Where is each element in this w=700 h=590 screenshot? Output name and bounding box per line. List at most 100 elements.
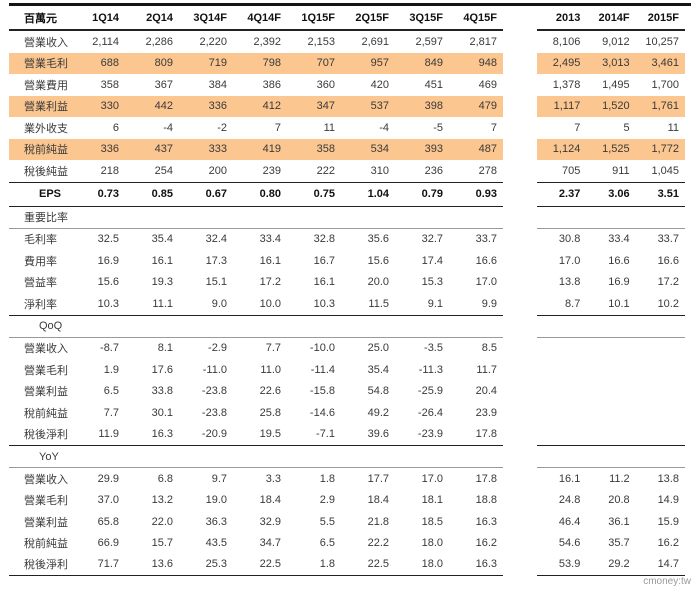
row-label: 稅前純益 [24, 538, 68, 551]
row-label: 稅後純益 [24, 165, 68, 178]
value-cell: 19.3 [151, 276, 173, 289]
row-label: 營益率 [24, 277, 57, 290]
value-cell: 17.0 [558, 254, 581, 267]
value-cell: 537 [370, 100, 389, 113]
value-cell: 24.8 [558, 494, 581, 507]
value-cell: 2,286 [145, 35, 173, 48]
value-cell: 18.4 [259, 494, 281, 507]
value-cell: 8.5 [481, 342, 497, 355]
row-segment-quarterly: 重要比率 [9, 205, 503, 229]
value-cell: 705 [561, 164, 581, 177]
column-header: 2Q14 [146, 11, 173, 24]
value-cell: 442 [154, 100, 173, 113]
value-cell: 7.7 [103, 406, 119, 419]
value-cell: 849 [424, 57, 443, 70]
value-cell: 6.8 [157, 472, 173, 485]
row-segment-annual [537, 381, 685, 403]
value-cell: 420 [370, 78, 389, 91]
value-cell: 719 [208, 57, 227, 70]
value-cell: 17.7 [367, 472, 389, 485]
value-cell: 412 [262, 100, 281, 113]
column-group-gap [503, 53, 537, 75]
table-row: 淨利率 10.3 11.1 9.0 10.0 10.3 11.5 9.1 9.9 8.7 10.1 1… [9, 293, 691, 315]
table-row: 稅前純益 7.7 30.1 -23.8 25.8 -14.6 49.2 -26.4 23.9 [9, 402, 691, 424]
value-cell: 23.9 [475, 406, 497, 419]
row-label: 營業利益 [24, 386, 68, 399]
value-cell: -3.5 [424, 342, 443, 355]
column-group-gap [503, 381, 537, 403]
value-cell: 53.9 [558, 558, 581, 571]
value-cell: -4 [379, 121, 389, 134]
value-cell: 20.0 [367, 276, 389, 289]
value-cell: 1,525 [602, 143, 630, 156]
row-segment-quarterly: 營業毛利 1.9 17.6 -11.0 11.0 -11.4 35.4 -11.3 11.7 [9, 359, 503, 381]
value-cell: 278 [478, 164, 497, 177]
value-cell: 7 [574, 121, 581, 134]
value-cell: 18.1 [421, 494, 443, 507]
value-cell: -5 [433, 121, 443, 134]
value-cell: 22.2 [367, 537, 389, 550]
value-cell: 957 [370, 57, 389, 70]
row-label: 營業收入 [24, 36, 68, 49]
value-cell: 19.5 [259, 428, 281, 441]
value-cell: 18.4 [367, 494, 389, 507]
value-cell: 17.4 [421, 254, 443, 267]
value-cell: 367 [154, 78, 173, 91]
row-label: 稅後淨利 [24, 559, 68, 572]
value-cell: 16.3 [475, 558, 497, 571]
value-cell: 18.0 [421, 558, 443, 571]
value-cell: 1,378 [552, 78, 581, 91]
value-cell: 911 [612, 164, 630, 177]
value-cell: 1,761 [651, 100, 679, 113]
table-row: 稅後淨利 71.7 13.6 25.3 22.5 1.8 22.5 18.0 16.3 53.9 2… [9, 554, 691, 576]
column-group-gap [503, 511, 537, 533]
value-cell: 15.9 [657, 515, 679, 528]
table-row: 營業收入 -8.7 8.1 -2.9 7.7 -10.0 25.0 -3.5 8.5 [9, 338, 691, 360]
column-header: 4Q15F [463, 11, 497, 24]
value-cell: -10.0 [309, 342, 335, 355]
value-cell: 35.6 [367, 233, 389, 246]
value-cell: 10.2 [657, 297, 679, 310]
value-cell: 0.75 [313, 188, 335, 200]
row-label: 稅後淨利 [24, 429, 68, 442]
value-cell: 8,106 [552, 35, 581, 48]
value-cell: 21.8 [367, 515, 389, 528]
column-group-gap [503, 554, 537, 576]
value-cell: 25.8 [259, 406, 281, 419]
row-label: 稅前純益 [24, 407, 68, 420]
value-cell: 11 [667, 121, 679, 134]
value-cell: 30.8 [558, 233, 581, 246]
row-label: 營業費用 [24, 79, 68, 92]
value-cell: 11 [323, 121, 335, 134]
value-cell: 16.7 [313, 254, 335, 267]
value-cell: 7 [274, 121, 281, 134]
column-group-gap [503, 229, 537, 251]
table-row: 稅前純益 66.9 15.7 43.5 34.7 6.5 22.2 18.0 16.2 54.6 3… [9, 533, 691, 555]
column-group-gap [503, 424, 537, 446]
value-cell: 336 [208, 100, 227, 113]
value-cell: 347 [316, 100, 335, 113]
value-cell: 17.2 [657, 276, 679, 289]
value-cell: 7.7 [265, 342, 281, 355]
column-group-gap [503, 6, 537, 31]
value-cell: 46.4 [558, 515, 581, 528]
value-cell: 200 [208, 164, 227, 177]
column-group-gap [503, 402, 537, 424]
row-segment-quarterly: 營業毛利 688 809 719 798 707 957 849 948 [9, 52, 503, 74]
value-cell: 39.6 [367, 428, 389, 441]
value-cell: 358 [100, 78, 119, 91]
row-segment-quarterly: 營業收入 -8.7 8.1 -2.9 7.7 -10.0 25.0 -3.5 8.5 [9, 338, 503, 360]
value-cell: -23.9 [417, 428, 443, 441]
row-label: 淨利率 [24, 298, 57, 311]
value-cell: 32.9 [259, 515, 281, 528]
value-cell: 1.8 [319, 472, 335, 485]
value-cell: 13.8 [657, 472, 679, 485]
value-cell: 16.6 [608, 254, 630, 267]
value-cell: 20.8 [608, 494, 630, 507]
value-cell: 3,461 [651, 57, 679, 70]
column-group-gap [503, 74, 537, 96]
value-cell: 33.4 [259, 233, 281, 246]
row-segment-annual [537, 359, 685, 381]
value-cell: 2,114 [92, 35, 119, 48]
value-cell: 6 [112, 121, 119, 134]
